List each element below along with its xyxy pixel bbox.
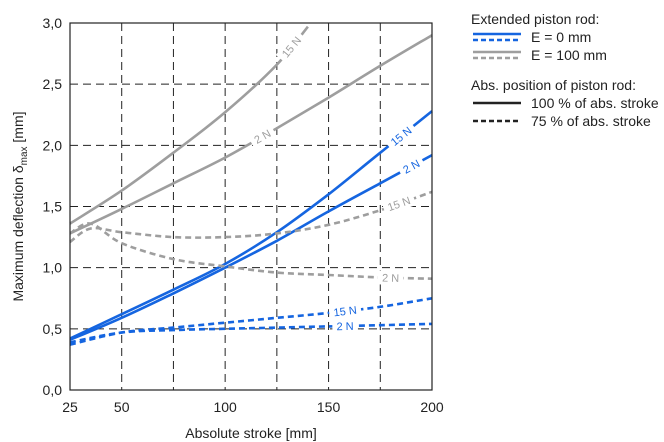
legend-title-position: Abs. position of piston rod:	[471, 77, 636, 93]
curve-label-text: 2 N	[336, 321, 353, 333]
curve-label-bg	[247, 124, 277, 149]
curve-label-bg	[328, 302, 362, 320]
legend-item-75pct: 75 % of abs. stroke	[471, 112, 659, 130]
series-line-6	[69, 297, 433, 346]
y-tick-label: 1,5	[43, 199, 63, 215]
x-tick-label: 200	[420, 399, 444, 415]
series-line-7	[69, 322, 433, 344]
curve-label-bg	[396, 154, 426, 179]
series-line-1	[69, 34, 433, 235]
series-line-3	[69, 153, 433, 341]
y-axis-title-sub: max	[19, 146, 30, 165]
curve-label-text: 15 N	[333, 305, 358, 320]
legend-item-100pct: 100 % of abs. stroke	[471, 94, 659, 112]
curve-label-3: 2 N	[396, 154, 426, 179]
legend-label-75pct: 75 % of abs. stroke	[531, 113, 651, 129]
y-tick-label: 1,0	[43, 260, 63, 276]
legend-label-e0: E = 0 mm	[531, 29, 592, 45]
legend-title-extended: Extended piston rod:	[471, 11, 600, 27]
curve-label-bg	[384, 120, 418, 152]
curve-label-text: 15 N	[386, 195, 412, 214]
series-group	[69, 25, 433, 346]
series-line-4	[69, 190, 433, 244]
curve-label-bg	[377, 270, 404, 286]
series-line-0	[69, 25, 309, 225]
y-tick-label: 0,0	[43, 382, 63, 398]
y-tick-label: 3,0	[43, 15, 63, 31]
y-axis-title-unit: [mm]	[10, 111, 26, 146]
plot-frame	[69, 22, 433, 391]
legend-swatch-e0	[473, 32, 521, 42]
x-tick-label: 150	[317, 399, 341, 415]
curve-label-5: 2 N	[377, 270, 404, 286]
curve-label-bg	[381, 191, 417, 216]
y-axis-title: Maximum deflection δmax [mm]	[10, 111, 30, 301]
x-tick-label: 50	[114, 399, 130, 415]
y-axis-title-main: Maximum deflection δ	[10, 165, 26, 301]
curve-labels: 15 N2 N 15 N2 N15 N2 N15 N2 N	[247, 30, 426, 334]
legend-swatch-e100	[473, 50, 521, 60]
curve-label-2: 15 N	[384, 120, 418, 152]
legend: Extended piston rod: E = 0 mm E = 100 mm…	[471, 10, 659, 130]
curve-label-bg	[275, 30, 307, 64]
legend-swatch-solid	[473, 101, 521, 105]
curve-label-6: 15 N	[328, 302, 362, 320]
x-tick-label: 25	[62, 399, 78, 415]
y-tick-label: 0,5	[43, 321, 63, 337]
curve-label-text: 2 N	[382, 272, 399, 284]
tick-labels: 25 50 100 150 200 0,0 0,5 1,0 1,5 2,0 2,5 3,0	[43, 15, 444, 415]
y-tick-label: 2,0	[43, 137, 63, 153]
curve-label-7: 2 N	[332, 318, 359, 334]
legend-label-e100: E = 100 mm	[531, 47, 607, 63]
curve-label-bg	[332, 318, 359, 334]
legend-swatch-dashed	[473, 119, 521, 123]
x-tick-label: 100	[213, 399, 237, 415]
curve-label-4: 15 N	[381, 191, 417, 216]
series-line-2	[69, 110, 433, 340]
y-tick-label: 2,5	[43, 76, 63, 92]
legend-item-e0: E = 0 mm	[471, 28, 659, 46]
x-axis-title: Absolute stroke [mm]	[185, 425, 317, 441]
legend-label-100pct: 100 % of abs. stroke	[531, 95, 659, 111]
series-line-5	[69, 222, 433, 280]
legend-item-e100: E = 100 mm	[471, 46, 659, 64]
